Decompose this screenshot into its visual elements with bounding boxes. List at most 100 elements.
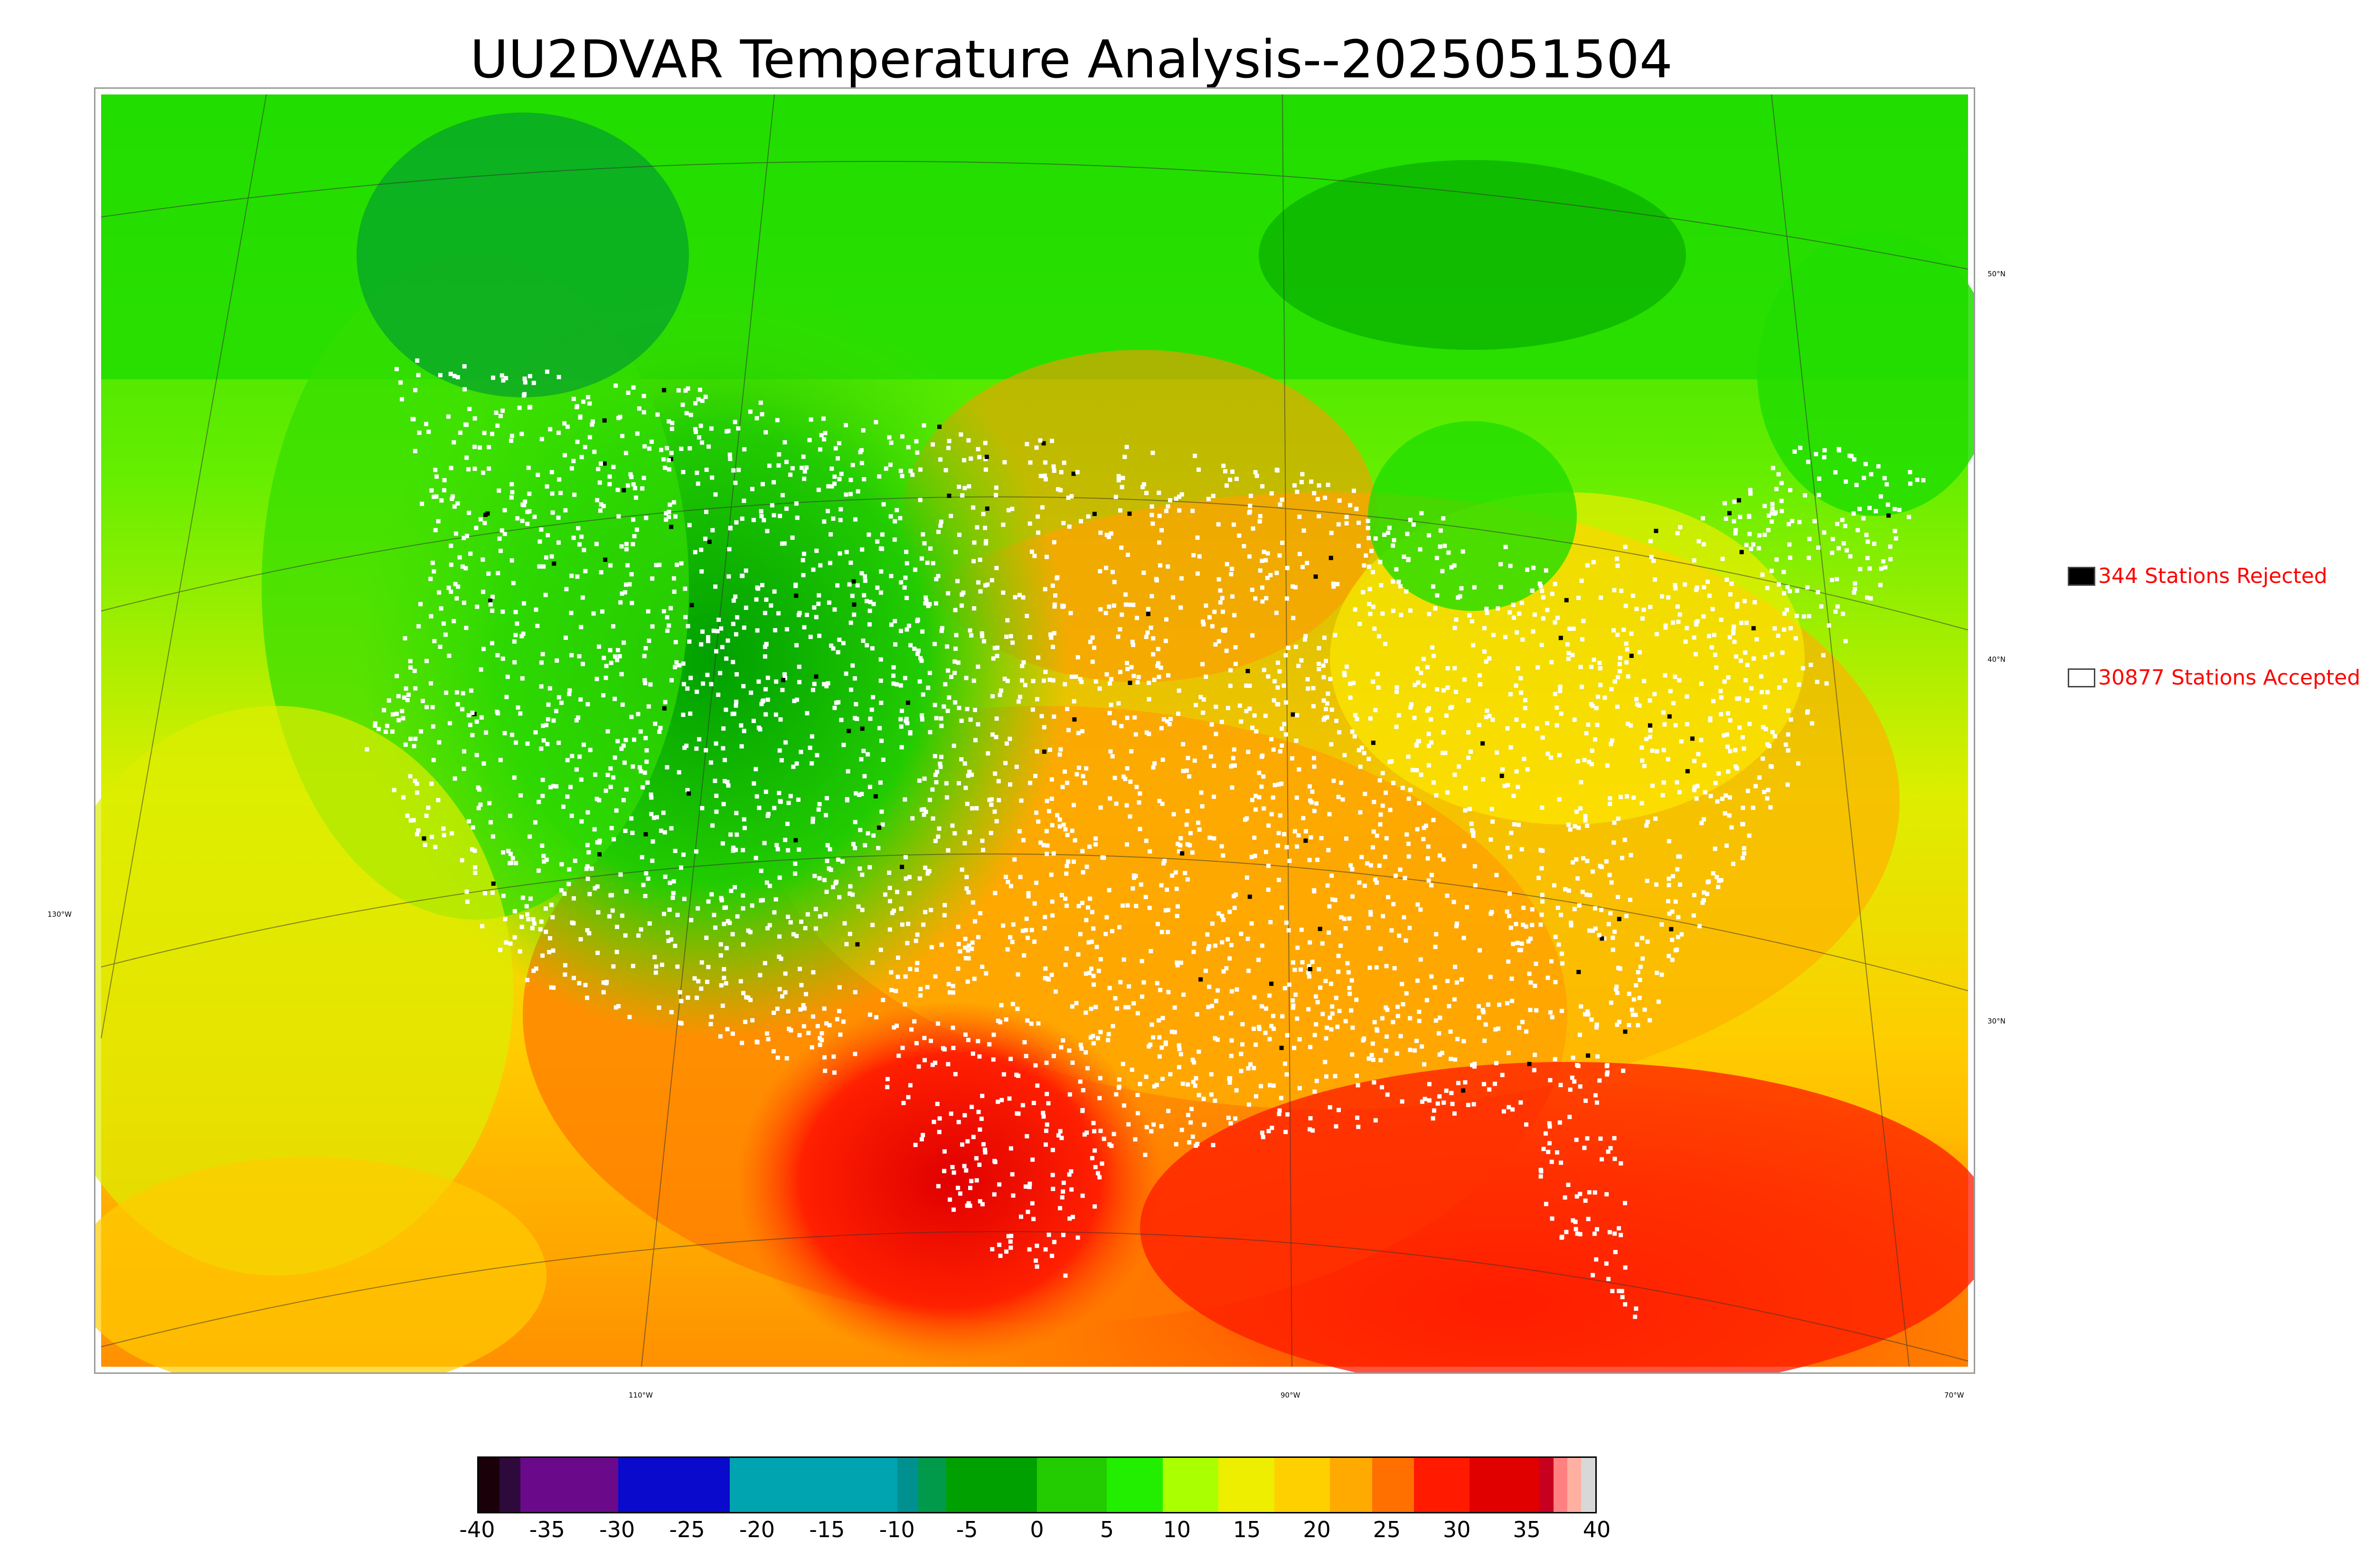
station-marker bbox=[904, 876, 908, 881]
station-marker bbox=[788, 794, 793, 798]
station-marker bbox=[536, 472, 540, 477]
station-marker bbox=[1570, 1075, 1574, 1080]
station-marker bbox=[1371, 570, 1375, 574]
colorbar-tick-label: -15 bbox=[809, 1517, 845, 1542]
station-marker bbox=[1724, 843, 1729, 848]
station-marker bbox=[1060, 785, 1065, 789]
station-marker bbox=[942, 903, 947, 908]
station-marker bbox=[462, 535, 466, 540]
station-marker bbox=[548, 785, 553, 789]
station-marker bbox=[1362, 883, 1367, 888]
station-marker bbox=[1257, 519, 1262, 524]
station-marker bbox=[1294, 645, 1298, 649]
station-marker bbox=[1324, 1036, 1328, 1041]
station-marker bbox=[1578, 1192, 1583, 1196]
station-marker bbox=[1063, 682, 1067, 686]
station-marker bbox=[413, 449, 417, 453]
station-marker bbox=[997, 1182, 1002, 1187]
station-marker bbox=[1376, 685, 1381, 690]
station-marker bbox=[1575, 759, 1580, 763]
station-marker bbox=[1330, 897, 1335, 902]
station-marker bbox=[926, 685, 931, 690]
station-marker bbox=[1617, 1226, 1621, 1230]
station-marker bbox=[406, 693, 411, 697]
station-marker bbox=[481, 470, 485, 475]
station-marker bbox=[1051, 851, 1056, 856]
station-marker bbox=[1366, 536, 1371, 540]
station-marker bbox=[1482, 649, 1487, 654]
station-marker bbox=[1325, 715, 1329, 720]
station-marker bbox=[533, 820, 537, 825]
station-marker bbox=[1467, 613, 1472, 618]
station-marker bbox=[659, 962, 664, 967]
station-marker bbox=[1403, 876, 1407, 880]
station-marker bbox=[602, 656, 606, 660]
station-marker bbox=[1093, 842, 1098, 847]
station-marker bbox=[1615, 632, 1620, 637]
station-marker bbox=[1616, 675, 1620, 679]
station-marker bbox=[1291, 960, 1295, 965]
station-marker bbox=[1416, 680, 1421, 685]
station-marker bbox=[596, 910, 601, 915]
station-marker bbox=[1355, 1073, 1359, 1078]
station-marker bbox=[1264, 596, 1269, 601]
station-marker bbox=[973, 708, 977, 713]
station-marker bbox=[824, 890, 829, 894]
station-marker bbox=[426, 430, 431, 434]
station-marker bbox=[531, 968, 536, 973]
station-marker bbox=[965, 1139, 970, 1144]
station-marker bbox=[937, 826, 942, 831]
station-marker bbox=[1675, 867, 1680, 872]
station-marker bbox=[1334, 995, 1338, 1000]
station-marker bbox=[1481, 777, 1486, 782]
station-marker bbox=[976, 1039, 980, 1043]
station-marker bbox=[1505, 1001, 1509, 1005]
station-marker bbox=[973, 919, 977, 924]
station-marker bbox=[404, 686, 408, 691]
station-marker bbox=[1219, 844, 1224, 849]
station-marker bbox=[1058, 1129, 1063, 1134]
station-marker bbox=[1118, 670, 1122, 674]
station-marker bbox=[976, 1109, 981, 1114]
station-marker bbox=[373, 721, 377, 726]
station-marker bbox=[1087, 845, 1092, 849]
station-marker bbox=[750, 903, 754, 908]
station-marker bbox=[1586, 1217, 1591, 1221]
colorbar-segment bbox=[1581, 1458, 1595, 1512]
station-marker bbox=[496, 571, 500, 575]
station-marker bbox=[1578, 806, 1583, 811]
station-marker bbox=[899, 580, 904, 585]
station-marker bbox=[520, 895, 525, 900]
station-marker bbox=[854, 702, 858, 706]
station-marker bbox=[626, 483, 630, 488]
station-marker bbox=[1694, 588, 1699, 592]
station-marker bbox=[852, 612, 857, 617]
station-marker bbox=[1260, 558, 1264, 563]
station-marker bbox=[1268, 573, 1273, 577]
station-marker bbox=[1488, 837, 1493, 842]
station-marker bbox=[1413, 683, 1417, 687]
station-marker bbox=[1519, 690, 1523, 695]
station-marker bbox=[442, 488, 446, 493]
station-marker bbox=[1595, 1227, 1599, 1231]
station-marker bbox=[1149, 594, 1154, 599]
station-marker bbox=[594, 797, 599, 801]
station-marker bbox=[1726, 711, 1730, 716]
station-marker bbox=[457, 555, 462, 560]
station-marker bbox=[1763, 655, 1768, 659]
station-marker bbox=[990, 694, 995, 699]
station-marker bbox=[377, 727, 381, 732]
station-marker bbox=[1201, 620, 1205, 624]
station-marker bbox=[931, 816, 935, 821]
station-marker bbox=[1587, 1190, 1592, 1195]
station-marker bbox=[623, 590, 627, 595]
station-marker bbox=[1276, 782, 1281, 787]
station-marker bbox=[1043, 966, 1048, 971]
station-marker bbox=[829, 466, 834, 471]
station-marker bbox=[1022, 953, 1027, 958]
station-marker bbox=[824, 684, 829, 688]
station-marker bbox=[1212, 836, 1216, 841]
station-marker bbox=[431, 758, 436, 762]
station-marker bbox=[1560, 1234, 1564, 1239]
station-marker bbox=[1091, 1121, 1096, 1126]
